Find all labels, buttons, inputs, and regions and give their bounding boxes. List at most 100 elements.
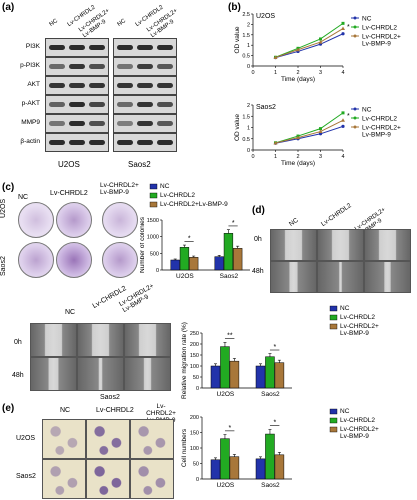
blot-band	[137, 102, 153, 107]
cell-line-label-saos2: Saos2	[128, 160, 151, 169]
wound-panel-u2os: NC Lv-CHRDL2 Lv-CHRDL2+ Lv-BMP-9 0h 48h …	[0, 282, 180, 405]
y-tick-label: 100	[190, 364, 199, 370]
y-axis-label: Number of colonies	[140, 216, 146, 273]
blot-band	[157, 140, 173, 145]
wound-d-label-48h: 48h	[252, 268, 264, 275]
blot-band	[137, 121, 153, 126]
legend-swatch	[329, 417, 338, 424]
blot-strip	[113, 38, 177, 57]
legend-swatch	[149, 183, 158, 190]
bar	[255, 458, 266, 480]
wound-header-nc: NC	[65, 309, 76, 316]
transwell-image	[42, 419, 86, 459]
blot-row-label: p-PI3K	[20, 62, 40, 69]
y-tick-label: 500	[150, 251, 159, 257]
x-tick-label: 0	[251, 70, 254, 76]
wound-image	[364, 261, 411, 293]
series-line	[275, 22, 344, 58]
x-tick-label: Saos2	[261, 482, 280, 489]
bar	[189, 257, 199, 271]
blot-row-label: β-actin	[20, 138, 40, 145]
y-tick-label: 0	[247, 64, 250, 70]
blot-band	[137, 64, 153, 69]
colony-header-nc: NC	[18, 194, 29, 201]
y-tick-label: 0	[196, 477, 199, 483]
legend-label: Lv-CHRDL2+	[340, 323, 379, 330]
transwell-image	[86, 459, 130, 499]
legend-swatch	[329, 408, 338, 415]
blot-band	[69, 140, 85, 145]
bar	[220, 438, 230, 480]
blot-band	[89, 140, 105, 145]
wound-image	[270, 261, 317, 293]
x-tick-label: 4	[341, 70, 344, 76]
y-axis-label: OD value	[234, 114, 241, 141]
x-tick-label: U2OS	[217, 391, 235, 398]
blot-strip	[113, 114, 177, 133]
blot-band	[69, 45, 85, 50]
blot-band	[69, 64, 85, 69]
data-point	[341, 26, 345, 31]
blot-band	[117, 140, 133, 145]
transwell-header-chrdl2: Lv-CHRDL2	[96, 407, 134, 414]
blot-strip	[113, 95, 177, 114]
wound-panel-d: NC Lv-CHRDL2 Lv-CHRDL2+ Lv-BMP-9 0h 48h	[252, 202, 417, 298]
transwell-header-nc: NC	[60, 407, 71, 414]
y-tick-label: 1	[247, 43, 250, 49]
y-tick-label: 150	[190, 353, 199, 359]
wound-image	[30, 357, 77, 391]
blot-strip	[113, 57, 177, 76]
legend-label: NC	[340, 408, 350, 415]
legend-label: NC	[362, 16, 372, 23]
wound-cell-label-saos2: Saos2	[100, 394, 120, 401]
wound-image	[317, 229, 364, 261]
series-line	[275, 33, 344, 59]
blot-band	[49, 83, 65, 88]
y-tick-label: 0.5	[242, 137, 250, 143]
y-tick-label: 1500	[147, 218, 159, 224]
legend-label: Lv-CHRDL2+	[362, 125, 401, 132]
blot-strip	[45, 57, 109, 76]
blot-band	[157, 121, 173, 126]
wound-image	[77, 357, 124, 391]
transwell-image	[130, 459, 174, 499]
x-tick-label: U2OS	[217, 482, 235, 489]
y-tick-label: 1.5	[242, 114, 250, 120]
wound-image	[364, 229, 411, 261]
blot-band	[89, 45, 105, 50]
blot-row-label: p-AKT	[21, 100, 40, 107]
legend-swatch	[329, 314, 338, 321]
blot-band	[69, 102, 85, 107]
significance-mark: *	[232, 220, 235, 227]
y-tick-label: 2	[247, 22, 250, 28]
wound-image	[124, 323, 171, 357]
colony-header-chrdl2: Lv-CHRDL2	[50, 190, 88, 197]
blot-band	[137, 83, 153, 88]
legend-label: NC	[160, 183, 170, 190]
transwell-panel: NC Lv-CHRDL2 Lv-CHRDL2+ Lv-BMP-9 U2OS Sa…	[0, 403, 180, 500]
wound-image	[30, 323, 77, 357]
legend-label: Lv-CHRDL2	[340, 314, 375, 321]
panel-label-a: (a)	[2, 2, 15, 13]
y-tick-label: 0	[156, 268, 159, 274]
colony-row-saos2: Saos2	[0, 256, 7, 276]
blot-band	[117, 64, 133, 69]
panel-label-c: (c)	[2, 182, 15, 193]
legend-marker	[353, 116, 357, 120]
blot-strip	[45, 38, 109, 57]
blot-strip	[45, 76, 109, 95]
blot-band	[89, 121, 105, 126]
legend-swatch	[329, 323, 338, 330]
x-tick-label: 1	[274, 154, 277, 160]
significance-mark: *	[347, 113, 350, 120]
x-tick-label: Saos2	[220, 273, 239, 280]
bar	[233, 248, 243, 271]
significance-mark: *	[274, 420, 277, 427]
significance-mark: **	[227, 333, 233, 340]
x-tick-label: 2	[296, 154, 299, 160]
bar	[229, 456, 240, 480]
y-tick-label: 1.5	[242, 33, 250, 39]
growth-curve-charts: 0 0.5 1 1.5 2 2.5 0 1 2 3 4 Time (days) OD value U2OS…	[234, 12, 401, 167]
